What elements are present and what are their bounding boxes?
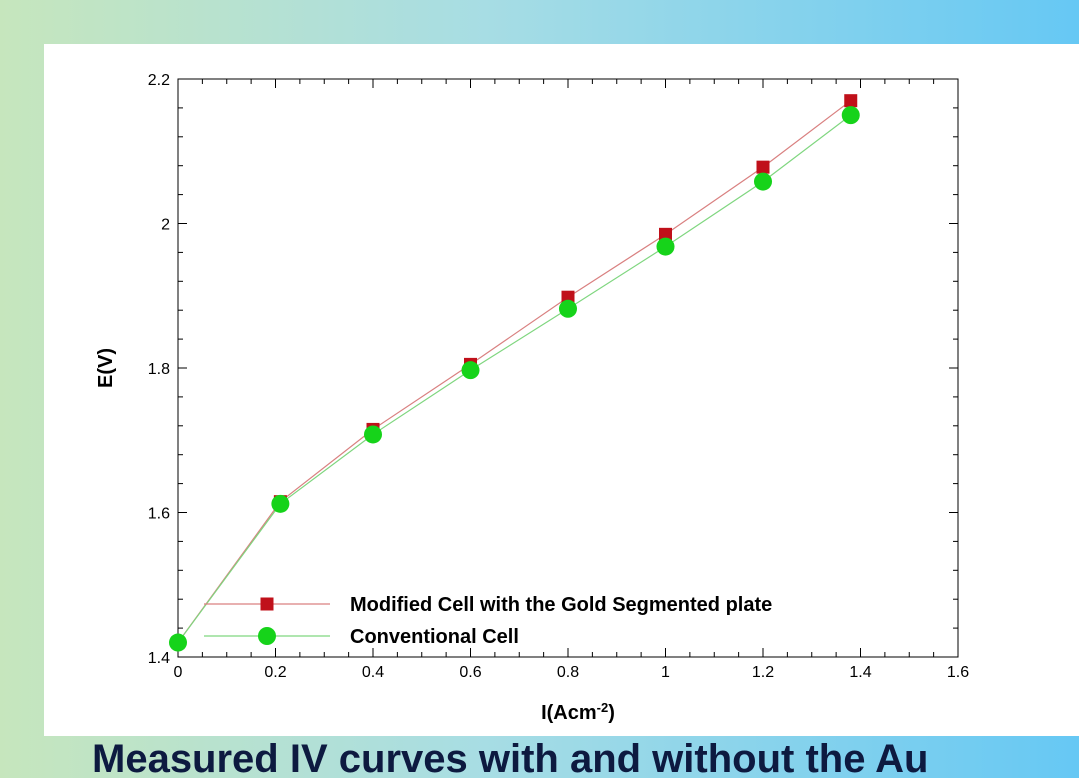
x-tick-label: 0.6 <box>459 664 481 681</box>
chart-panel: 0 0.2 0.4 0.6 0.8 1 1.2 1.4 1.6 1.4 1.6 1.8 2 2.2 I(Ac… <box>44 44 1079 736</box>
series-0-point <box>756 160 770 174</box>
x-tick-label: 0.2 <box>264 664 286 681</box>
series-line-1 <box>177 114 852 643</box>
slide-caption: Measured IV curves with and without the … <box>92 739 929 778</box>
iv-curve-chart: 0 0.2 0.4 0.6 0.8 1 1.2 1.4 1.6 1.4 1.6 1.8 2 2.2 I(Ac… <box>95 72 969 725</box>
series-0-point <box>844 94 858 108</box>
series-1-point <box>169 633 187 652</box>
series-1-point <box>841 106 860 125</box>
series-0-point <box>659 227 672 241</box>
y-tick-label: 2 <box>161 217 170 234</box>
legend-label-0: Modified Cell with the Gold Segmented pl… <box>350 594 772 616</box>
x-tick-label: 0.4 <box>362 664 384 681</box>
y-tick-label: 1.8 <box>148 361 170 378</box>
x-tick-label: 1.6 <box>947 664 969 681</box>
y-tick-label: 1.4 <box>148 650 170 667</box>
x-tick-label: 0 <box>174 664 183 681</box>
x-tick-label: 1.2 <box>752 664 774 681</box>
x-tick-label: 1.4 <box>849 664 871 681</box>
series-1-point <box>559 299 577 318</box>
legend-label-1: Conventional Cell <box>350 626 519 648</box>
legend-marker-1 <box>258 627 276 645</box>
x-tick-label: 0.8 <box>557 664 579 681</box>
x-axis-title: I(Acm-2) <box>541 700 615 725</box>
series-1-point <box>656 237 675 256</box>
series-1-point <box>271 494 290 513</box>
series-1-point <box>364 425 382 444</box>
y-axis-title: E(V) <box>95 348 117 388</box>
x-tick-label: 1 <box>661 664 670 681</box>
legend-marker-0 <box>260 597 274 611</box>
y-tick-label: 1.6 <box>148 506 170 523</box>
series-1-point <box>461 361 480 380</box>
series-1-point <box>754 172 772 191</box>
plot-frame <box>177 78 959 658</box>
y-tick-label: 2.2 <box>148 72 170 89</box>
series-line-0 <box>177 100 852 643</box>
